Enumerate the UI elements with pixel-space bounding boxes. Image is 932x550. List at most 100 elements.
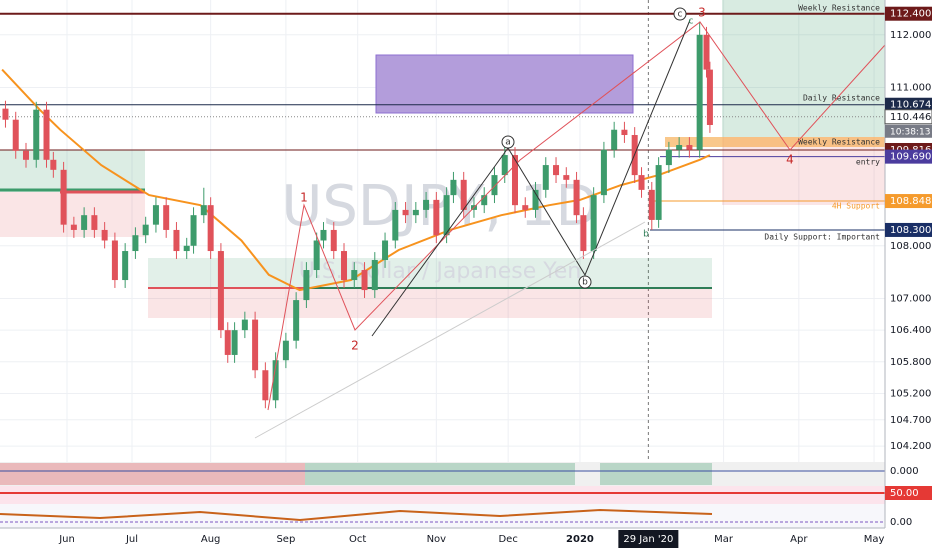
- y-tick-label: 111.000: [890, 83, 931, 94]
- wave-label: a: [505, 138, 511, 148]
- candle-body: [696, 34, 703, 150]
- level-price-label: 112.400: [890, 9, 931, 20]
- candle-body: [320, 229, 327, 241]
- candle-body: [563, 175, 570, 180]
- candle-body: [313, 240, 320, 271]
- x-tick-label: 2020: [566, 534, 594, 545]
- y-tick-label: 104.700: [890, 415, 931, 426]
- countdown: 10:38:13: [890, 127, 930, 137]
- candle-body: [12, 119, 19, 151]
- x-tick-label: Mar: [714, 534, 734, 545]
- y-tick-label: 108.000: [890, 241, 931, 252]
- watermark: USDJPY, 1D: [281, 174, 598, 239]
- candle-body: [224, 330, 231, 355]
- candle-body: [532, 189, 539, 210]
- crosshair-label: 29 Jan '20: [623, 534, 673, 545]
- current-price-box: [884, 109, 932, 125]
- stop-zone: [722, 137, 885, 205]
- y-tick-label: 105.800: [890, 357, 931, 368]
- wave-label: 3: [698, 6, 706, 20]
- candle-body: [43, 109, 50, 160]
- countdown-box: [885, 124, 932, 138]
- level-price-box: [885, 6, 932, 21]
- level-price-box: [885, 149, 932, 164]
- candle-body: [412, 209, 419, 216]
- candle-body: [207, 205, 214, 252]
- candle-body: [382, 240, 389, 261]
- level-name: Daily Resistance: [803, 94, 880, 103]
- zone: [0, 150, 145, 192]
- candle-body: [351, 270, 358, 281]
- candle-body: [303, 270, 310, 301]
- candle-body: [621, 129, 628, 136]
- candle-body: [231, 330, 238, 355]
- x-tick-label: Nov: [427, 534, 447, 545]
- candle-body: [163, 205, 170, 230]
- x-tick-label: Jun: [58, 534, 75, 545]
- price-axis: [885, 0, 932, 550]
- candle-body: [655, 165, 662, 220]
- x-tick-label: Aug: [201, 534, 221, 545]
- panel-tick-label: 50.00: [890, 488, 919, 499]
- panel-tick-label: 0.000: [890, 466, 919, 477]
- candles-layer: [1, 21, 713, 409]
- level-price-box: [885, 222, 932, 237]
- wave-circle: [673, 7, 687, 21]
- zone: [148, 288, 712, 318]
- level-name: Weekly Resistance: [798, 138, 880, 147]
- candle-body: [580, 215, 587, 252]
- zone: [665, 137, 885, 147]
- candle-body: [460, 179, 467, 210]
- wave-circle: [578, 275, 592, 289]
- candle-body: [341, 251, 348, 281]
- candle-body: [241, 319, 248, 331]
- candle-body: [611, 129, 618, 150]
- candle-body: [111, 240, 118, 281]
- level-name: entry: [856, 158, 880, 167]
- level-price-label: 108.848: [890, 196, 931, 207]
- y-tick-label: 104.200: [890, 441, 931, 452]
- candle-body: [282, 340, 289, 361]
- grid-layer: [0, 0, 885, 528]
- zone: [375, 54, 634, 114]
- candle-body: [501, 155, 508, 176]
- candle-body: [70, 224, 77, 230]
- x-tick-label: Oct: [349, 534, 366, 545]
- indicator-line: [0, 508, 713, 522]
- candle-body: [183, 245, 190, 252]
- candle-body: [200, 205, 207, 216]
- x-tick-label: Apr: [790, 534, 808, 545]
- current-price-label: 110.446: [890, 112, 931, 123]
- moving-average: [1, 68, 711, 292]
- level-price-label: 109.690: [890, 152, 931, 163]
- candle-body: [423, 199, 430, 210]
- candle-body: [443, 195, 450, 236]
- candle-body: [590, 195, 597, 252]
- zone: [0, 192, 145, 237]
- trend-line: [254, 221, 646, 439]
- candle-body: [33, 109, 40, 160]
- wave-circle: [501, 135, 515, 149]
- candle-body: [22, 150, 29, 160]
- levels-layer: Weekly Resistance Daily Resistance Weekly …: [0, 4, 885, 242]
- candle-body: [433, 199, 440, 236]
- candle-body: [553, 165, 560, 176]
- candle-body: [293, 300, 300, 341]
- wave-label: c: [678, 10, 683, 20]
- x-tick-label: Jul: [125, 534, 138, 545]
- candle-body: [665, 149, 672, 166]
- candle-body: [252, 319, 259, 371]
- candle-body: [600, 149, 607, 196]
- candle-body: [706, 69, 713, 125]
- y-tick-label: 105.200: [890, 388, 931, 399]
- level-price-box: [885, 194, 932, 209]
- candle-body: [542, 165, 549, 190]
- candle-body: [122, 251, 129, 281]
- candle-body: [676, 145, 683, 150]
- candle-body: [330, 229, 337, 252]
- axes-layer: 112.000 111.000 108.000 107.000 106.400 105.8…: [58, 6, 932, 548]
- candle-body: [361, 270, 368, 291]
- candle-body: [173, 229, 180, 252]
- candle-body: [50, 159, 57, 170]
